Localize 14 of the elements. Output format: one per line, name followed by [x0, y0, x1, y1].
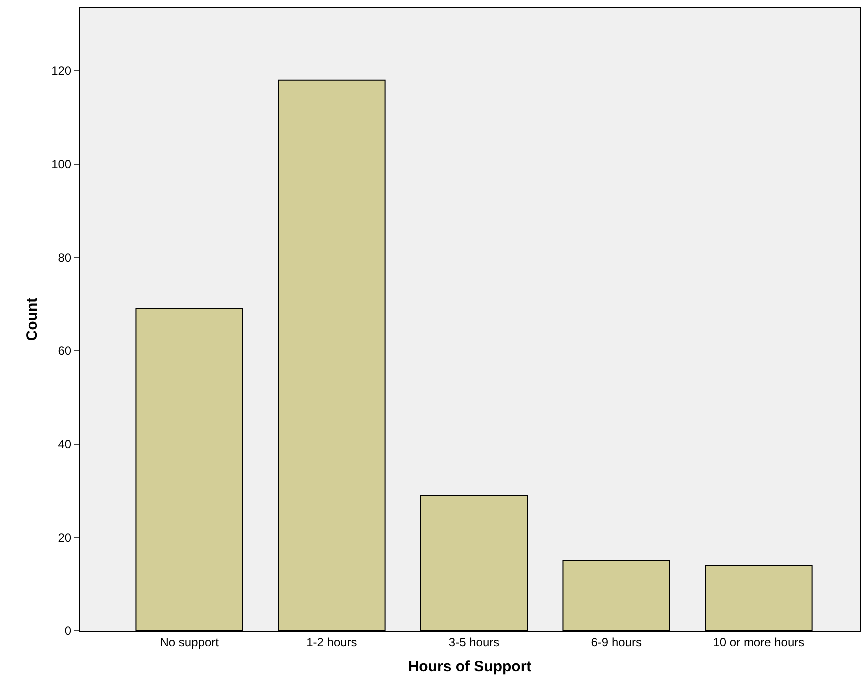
- y-tick-label: 100: [52, 158, 72, 172]
- y-tick-label: 20: [58, 530, 72, 545]
- x-tick-label: No support: [160, 635, 220, 650]
- x-tick-label: 10 or more hours: [713, 635, 805, 650]
- y-tick-label: 40: [58, 438, 72, 452]
- y-tick-label: 80: [58, 250, 72, 265]
- x-tick-label: 1-2 hours: [306, 635, 358, 650]
- y-tick-label: 0: [64, 624, 72, 638]
- y-tick-label: 120: [52, 64, 72, 78]
- x-tick-label: 6-9 hours: [591, 635, 642, 650]
- y-axis-title: Count: [24, 298, 41, 342]
- x-tick-label: 3-5 hours: [448, 635, 500, 650]
- y-tick-label: 60: [58, 344, 72, 358]
- x-axis-title: Hours of Support: [408, 658, 532, 676]
